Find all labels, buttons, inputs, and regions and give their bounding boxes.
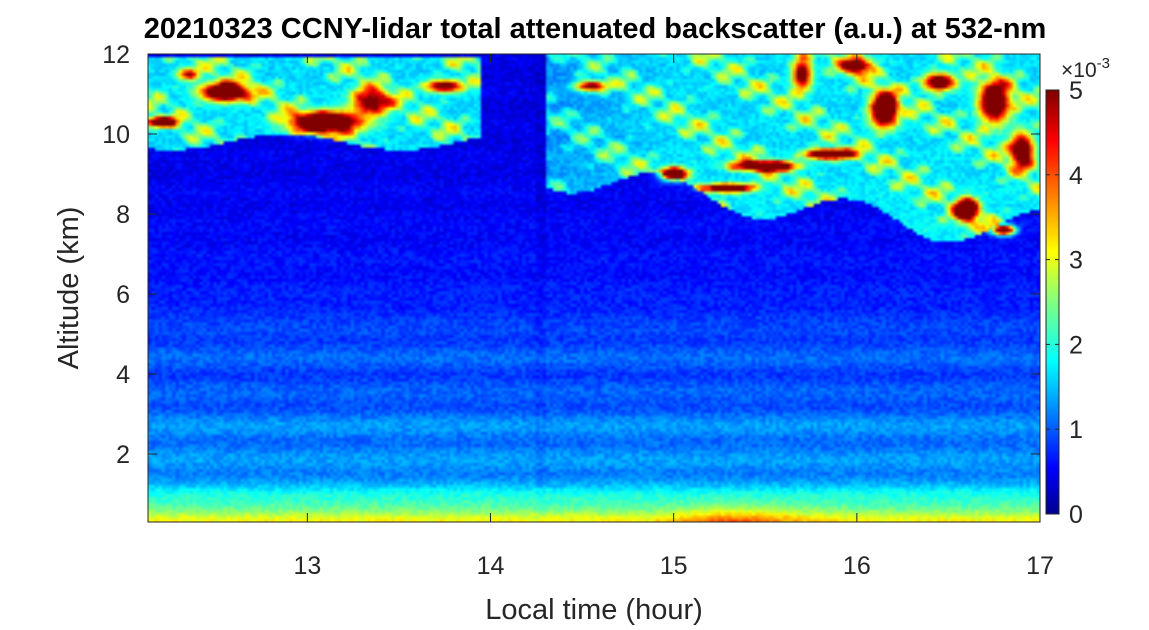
y-tick-label: 8 [116,201,130,229]
colorbar-tick-label: 1 [1069,416,1083,444]
x-tick-label: 14 [477,552,505,580]
x-tick-label: 13 [293,552,321,580]
colorbar-exponent: ×10-3 [1061,55,1110,82]
colorbar-tick-label: 5 [1069,77,1083,105]
x-axis-label: Local time (hour) [485,594,703,626]
y-axis-label: Altitude (km) [53,207,85,370]
colorbar-gradient [1045,89,1060,515]
backscatter-heatmap [148,54,1040,522]
x-tick-label: 16 [843,552,871,580]
plot-frame [147,53,1041,523]
x-tick-label: 17 [1026,552,1054,580]
y-axis: 2 4 6 8 10 12 [102,41,1040,469]
chart-title: 20210323 CCNY-lidar total attenuated bac… [144,13,1047,45]
colorbar-ticks: 0 1 2 3 4 5 [1046,77,1083,529]
colorbar: 0 1 2 3 4 5 ×10-3 [1045,55,1110,529]
y-tick-label: 6 [116,281,130,309]
colorbar-exponent-base: ×10 [1061,59,1097,82]
y-tick-label: 4 [116,361,130,389]
colorbar-tick-label: 3 [1069,247,1083,275]
y-tick-label: 2 [116,441,130,469]
colorbar-tick-label: 2 [1069,331,1083,359]
x-axis: 13 14 15 16 17 [293,54,1054,580]
plot-area [148,54,1040,522]
colorbar-tick-label: 0 [1069,501,1083,529]
colorbar-tick-label: 4 [1069,162,1083,190]
y-tick-label: 12 [102,41,130,69]
colorbar-exponent-power: -3 [1097,55,1110,72]
x-tick-label: 15 [660,552,688,580]
y-tick-label: 10 [102,121,130,149]
